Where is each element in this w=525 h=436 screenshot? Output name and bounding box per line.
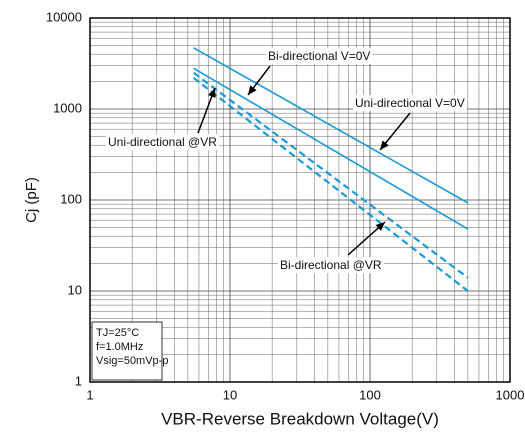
x-axis-label: VBR-Reverse Breakdown Voltage(V) bbox=[161, 409, 439, 428]
arrow-head bbox=[248, 85, 257, 95]
y-tick-label: 1 bbox=[75, 373, 82, 388]
condition-text: f=1.0MHz bbox=[96, 341, 143, 353]
series-line bbox=[192, 76, 469, 292]
condition-text: TJ=25°C bbox=[96, 327, 139, 339]
y-tick-label: 100 bbox=[60, 191, 82, 206]
condition-text: Vsig=50mVp-p bbox=[96, 355, 168, 367]
arrow-head bbox=[208, 88, 216, 98]
x-tick-label: 1000 bbox=[496, 387, 525, 402]
series-label: Bi-directional V=0V bbox=[268, 49, 370, 63]
label-bg bbox=[106, 134, 220, 151]
series-label: Uni-directional V=0V bbox=[355, 96, 465, 110]
y-tick-label: 10 bbox=[68, 282, 82, 297]
plot-frame bbox=[89, 17, 511, 383]
y-tick-label: 1000 bbox=[53, 100, 82, 115]
series-label: Uni-directional @VR bbox=[108, 135, 217, 149]
label-bg bbox=[353, 95, 467, 112]
label-bg bbox=[266, 48, 373, 65]
series-label: Bi-directional @VR bbox=[280, 258, 382, 272]
series-line bbox=[193, 47, 469, 204]
y-axis-label: Cj (pF) bbox=[23, 177, 40, 223]
y-tick-label: 10000 bbox=[46, 9, 82, 24]
x-tick-label: 10 bbox=[223, 387, 237, 402]
x-tick-label: 1 bbox=[86, 387, 93, 402]
arrow-head bbox=[380, 140, 389, 150]
arrow-head bbox=[375, 222, 385, 231]
conditions-box bbox=[91, 321, 163, 381]
x-tick-label: 100 bbox=[359, 387, 381, 402]
series-line bbox=[193, 67, 469, 230]
label-bg bbox=[278, 257, 384, 274]
series-line bbox=[192, 71, 469, 279]
